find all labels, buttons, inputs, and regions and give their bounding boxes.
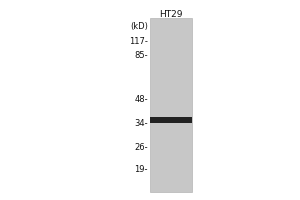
Bar [150, 18, 192, 192]
Text: 19-: 19- [134, 166, 148, 174]
Text: HT29: HT29 [159, 10, 183, 19]
Bar [150, 117, 192, 123]
Text: (kD): (kD) [130, 22, 148, 31]
Text: 85-: 85- [134, 50, 148, 60]
Text: 117-: 117- [129, 38, 148, 46]
Text: 48-: 48- [134, 96, 148, 104]
Text: 34-: 34- [134, 118, 148, 128]
Text: 26-: 26- [134, 144, 148, 152]
